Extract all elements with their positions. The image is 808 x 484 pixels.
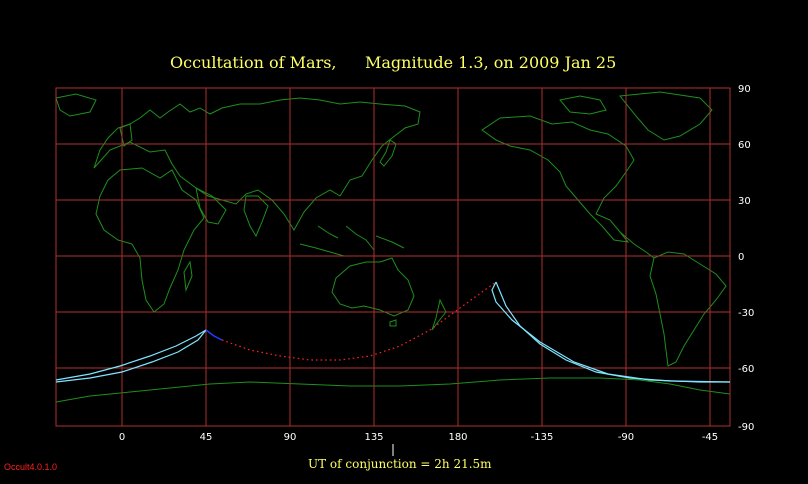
lon-label: 45: [200, 432, 213, 443]
conjunction-text: UT of conjunction = 2h 21.5m: [308, 457, 492, 471]
title-date: Magnitude 1.3, on 2009 Jan 25: [365, 53, 616, 72]
lat-label: 0: [738, 252, 744, 263]
dark-sky-segment: [205, 329, 223, 341]
occultation-limit-lines: [55, 281, 731, 383]
west-limit-upper: [55, 329, 207, 381]
lon-label: -90: [618, 432, 634, 443]
lon-label: -135: [531, 432, 554, 443]
east-limit-lower: [491, 281, 730, 383]
lat-label: -30: [738, 308, 754, 319]
lat-label: 30: [738, 196, 751, 207]
latitude-labels: 90 60 30 0 -30 -60 -90: [738, 84, 754, 433]
lon-label: 90: [284, 432, 297, 443]
lat-label: -90: [738, 422, 754, 433]
lat-label: -60: [738, 364, 754, 375]
coastline-layer: [55, 91, 731, 403]
lat-label: 90: [738, 84, 751, 95]
longitude-labels: 0 45 90 135 180 -135 -90 -45: [119, 432, 718, 443]
lat-label: 60: [738, 140, 751, 151]
daylight-path-dotted: [221, 281, 497, 361]
lon-label: -45: [702, 432, 718, 443]
lon-label: 180: [448, 432, 467, 443]
lon-label: 0: [119, 432, 125, 443]
title-object: Occultation of Mars,: [170, 53, 337, 72]
version-label: Occult4.0.1.0: [4, 462, 57, 472]
west-limit-lower: [55, 329, 207, 383]
lon-label: 135: [364, 432, 383, 443]
graticule-grid: [55, 87, 731, 427]
